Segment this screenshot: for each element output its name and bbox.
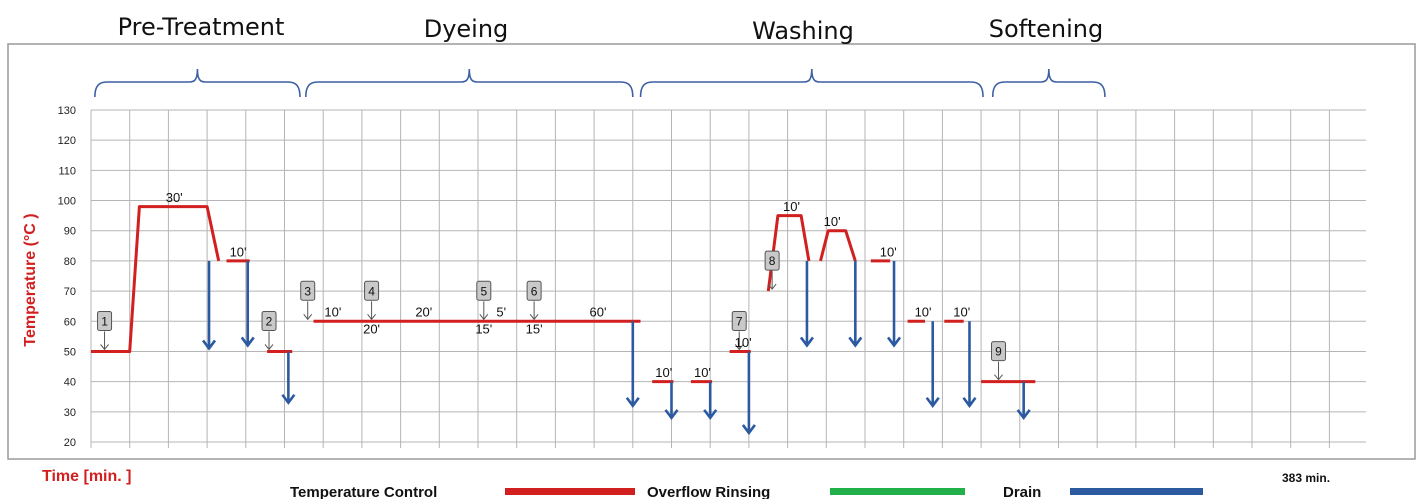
dosing-marker-2: 2 [261, 310, 277, 351]
y-axis-label: Temperature (°C ) [22, 213, 39, 346]
drain-arrow [886, 260, 902, 348]
svg-text:1: 1 [101, 314, 108, 328]
drain-arrow [1016, 381, 1031, 421]
y-tick-label: 110 [58, 165, 76, 177]
drain-arrow [664, 381, 679, 421]
time-annotation: 5' [496, 305, 506, 320]
time-annotation: 10' [735, 335, 752, 350]
drain-arrow [799, 260, 814, 348]
y-tick-labels: 20 30 40 50 60 70 80 90 100 110 120 130 [58, 105, 76, 449]
legend-label-drain: Drain [1003, 484, 1041, 499]
dosing-marker-1: 1 [97, 310, 113, 351]
time-annotation: 10' [324, 305, 341, 320]
time-annotation: 15' [475, 321, 492, 336]
dosing-marker-7: 7 [731, 310, 747, 351]
chart-frame [7, 43, 1416, 460]
svg-text:6: 6 [531, 284, 538, 298]
dosing-marker-8: 8 [764, 250, 780, 290]
svg-text:5: 5 [480, 284, 487, 298]
time-annotation: 10' [824, 214, 841, 229]
y-tick-label: 30 [64, 407, 76, 419]
y-tick-label: 40 [64, 377, 76, 389]
time-annotation: 10' [915, 305, 932, 320]
legend-swatch-overflow-rinsing [830, 488, 965, 495]
drain-arrow [741, 351, 756, 436]
phase-bracket [94, 68, 301, 98]
y-tick-label: 70 [64, 286, 76, 298]
y-tick-label: 90 [64, 226, 76, 238]
legend-label-temperature-control: Temperature Control [290, 484, 437, 499]
time-annotations: 30' 10' 10' 20' 20' 5' 15' 15' 60' 10' 10' 10' 10' 10… [166, 190, 970, 380]
phase-bracket [304, 68, 634, 98]
y-tick-label: 130 [58, 105, 76, 117]
y-tick-label: 100 [58, 196, 76, 208]
temperature-segment [91, 205, 221, 353]
phase-label-washing: Washing [752, 17, 854, 45]
phase-bracket [991, 68, 1106, 98]
time-annotation: 20' [363, 321, 380, 336]
drain-arrow [201, 260, 217, 351]
drain-arrow [848, 260, 863, 348]
phase-label-softening: Softening [989, 15, 1103, 43]
phase-bracket [639, 68, 984, 98]
svg-text:2: 2 [266, 314, 273, 328]
time-annotation: 10' [783, 199, 800, 214]
drain-arrow [962, 321, 977, 408]
drain-arrow [703, 381, 718, 421]
y-tick-label: 80 [64, 256, 76, 268]
svg-text:9: 9 [995, 345, 1002, 359]
drain-arrow [281, 351, 296, 405]
y-tick-label: 60 [64, 316, 76, 328]
y-tick-label: 50 [64, 346, 76, 358]
dosing-marker-5: 5 [476, 280, 492, 321]
time-annotation: 60' [589, 305, 606, 320]
time-annotation: 10' [953, 305, 970, 320]
dosing-marker-3: 3 [300, 280, 316, 321]
time-annotation: 10' [655, 365, 672, 380]
chart-grid [90, 109, 1366, 448]
y-tick-label: 20 [64, 437, 76, 449]
legend-swatch-temperature-control [505, 488, 635, 495]
dosing-marker-6: 6 [526, 280, 542, 321]
svg-text:7: 7 [736, 314, 743, 328]
x-axis-label: Time [min. ] [42, 468, 132, 485]
phase-labels: Pre-Treatment Dyeing Washing Softening [118, 13, 1104, 45]
time-annotation: 20' [415, 305, 432, 320]
drain-arrows [201, 260, 1031, 436]
time-annotation: 15' [526, 321, 543, 336]
time-annotation: 10' [880, 244, 897, 259]
temperature-segment [819, 229, 857, 262]
svg-text:3: 3 [304, 284, 311, 298]
svg-text:8: 8 [769, 254, 776, 268]
dosing-marker-4: 4 [364, 280, 380, 321]
svg-text:4: 4 [368, 284, 375, 298]
time-annotation: 10' [694, 365, 711, 380]
drain-arrow [925, 321, 940, 408]
dosing-markers: 1 2 3 4 5 6 7 8 9 [97, 250, 1007, 381]
total-time-label: 383 min. [1282, 471, 1330, 485]
phase-brackets [94, 68, 1106, 98]
time-annotation: 10' [230, 244, 247, 259]
phase-label-pretreatment: Pre-Treatment [118, 13, 285, 41]
drain-arrow [240, 260, 255, 348]
y-tick-label: 120 [58, 135, 76, 147]
legend-swatch-drain [1070, 488, 1203, 495]
legend-label-overflow-rinsing: Overflow Rinsing [647, 484, 770, 499]
phase-label-dyeing: Dyeing [424, 15, 509, 43]
dosing-marker-9: 9 [991, 341, 1007, 381]
drain-arrow [625, 321, 640, 408]
legend: Temperature Control Overflow Rinsing Dra… [290, 484, 1203, 499]
time-annotation: 30' [166, 190, 183, 205]
